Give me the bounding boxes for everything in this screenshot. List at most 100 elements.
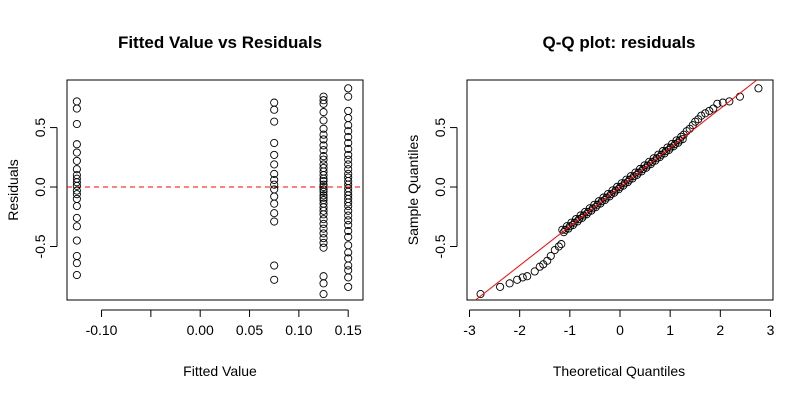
left-y-axis-ticks: -0.5 0.0 0.5 [32, 118, 58, 259]
qq-point [505, 279, 514, 288]
residual-point [344, 114, 353, 123]
qq-reference-line [475, 79, 758, 301]
residual-point [319, 224, 328, 233]
residual-point [319, 116, 328, 125]
residual-point [319, 191, 328, 200]
residual-point [344, 216, 353, 225]
residual-point [319, 155, 328, 164]
qq-point [701, 109, 710, 118]
right-x-tick-label: 0 [616, 322, 624, 338]
residual-point [319, 96, 328, 105]
residual-point [319, 130, 328, 139]
residual-point [319, 99, 328, 108]
qq-point [678, 135, 687, 144]
residual-point [319, 243, 328, 252]
qq-point [705, 106, 714, 115]
residual-point [319, 185, 328, 194]
residual-point [344, 165, 353, 174]
right-y-tick-label: 0.5 [432, 118, 448, 138]
left-data-points [72, 84, 353, 299]
residual-point [344, 160, 353, 169]
left-chart-title: Fitted Value vs Residuals [118, 33, 322, 52]
residual-point [344, 261, 353, 270]
left-x-tick-label: 0.15 [335, 322, 362, 338]
qq-point [554, 242, 563, 251]
residual-point [319, 234, 328, 243]
residual-point [319, 272, 328, 281]
residual-point [344, 150, 353, 159]
residual-point [344, 206, 353, 215]
residual-point [319, 182, 328, 192]
residual-point [319, 219, 328, 228]
residual-point [72, 97, 81, 106]
residual-point [72, 213, 81, 222]
residual-point [72, 119, 81, 129]
left-x-tick-label: 0.00 [187, 322, 214, 338]
right-x-tick-label: -1 [564, 322, 577, 338]
left-x-tick-label: 0.10 [285, 322, 312, 338]
right-x-axis-label: Theoretical Quantiles [553, 363, 685, 379]
residual-point [72, 104, 81, 113]
residual-point [344, 248, 353, 257]
residual-point [319, 146, 328, 155]
qq-point [523, 272, 532, 281]
left-y-tick-label: 0.5 [32, 118, 48, 138]
left-y-tick-label: -0.5 [32, 234, 48, 258]
residual-point [72, 222, 81, 231]
residual-point [344, 84, 353, 93]
residual-point [319, 108, 328, 117]
residual-point [344, 138, 353, 148]
right-plot-frame [466, 79, 774, 301]
left-plot-frame [66, 79, 364, 301]
residual-point [270, 261, 279, 270]
qq-point [530, 267, 539, 276]
qq-point [518, 273, 527, 282]
right-x-tick-label: -3 [463, 322, 476, 338]
right-chart-title: Q-Q plot: residuals [542, 33, 695, 52]
right-x-tick-label: 3 [767, 322, 775, 338]
residual-point [319, 193, 328, 202]
residual-point [319, 174, 328, 183]
residual-point [270, 160, 279, 169]
residual-point [319, 187, 328, 196]
residual-point [319, 152, 328, 161]
residual-point [344, 92, 353, 101]
residual-point [344, 241, 353, 250]
residual-point [319, 171, 328, 180]
residual-point [270, 217, 279, 226]
residual-point [72, 165, 81, 174]
right-x-tick-label: 1 [666, 322, 674, 338]
residual-point [72, 251, 81, 261]
residual-point [270, 150, 279, 159]
residual-point [72, 259, 81, 268]
residual-point [270, 117, 279, 126]
qq-panel: Q-Q plot: residuals -3 -2 -1 0 1 2 3 -0.5 0.0 0.… [405, 33, 775, 379]
residual-point [344, 211, 353, 220]
residual-point [344, 106, 353, 115]
residual-point [270, 192, 279, 201]
residual-point [344, 198, 353, 207]
qq-point [476, 290, 485, 299]
left-y-tick-label: 0.0 [32, 177, 48, 197]
right-y-axis-label: Sample Quantiles [405, 135, 421, 246]
qq-point [546, 251, 555, 261]
left-x-tick-label: 0.05 [236, 322, 263, 338]
right-y-tick-label: 0.0 [432, 177, 448, 197]
right-y-tick-label: -0.5 [432, 234, 448, 258]
residual-point [72, 140, 81, 149]
right-x-axis-ticks: -3 -2 -1 0 1 2 3 [463, 309, 775, 338]
residual-point [344, 155, 353, 164]
residual-point [319, 124, 328, 133]
left-x-tick-label: -0.10 [86, 322, 118, 338]
residual-point [344, 127, 353, 136]
residual-point [270, 180, 279, 189]
residual-point [72, 236, 81, 245]
residual-point [270, 169, 279, 178]
residual-point [319, 238, 328, 247]
qq-point [709, 104, 718, 113]
residual-point [270, 175, 279, 184]
residual-point [72, 156, 81, 165]
residual-point [344, 273, 353, 282]
residual-point [344, 144, 353, 154]
